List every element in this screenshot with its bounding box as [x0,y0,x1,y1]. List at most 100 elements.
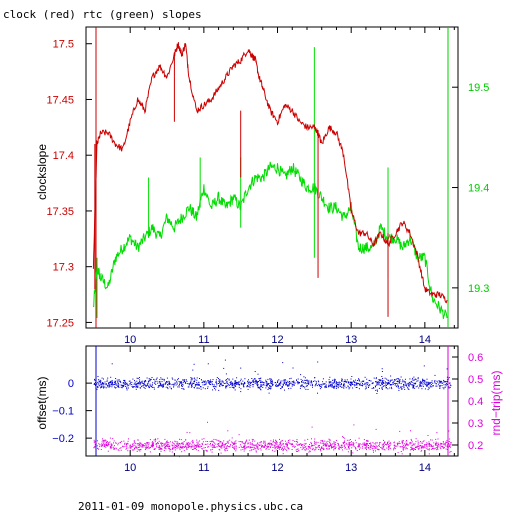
rndtrip-series-point [340,447,342,449]
rndtrip-series-point [406,447,407,449]
offset-series-point [379,381,381,383]
rndtrip-series-point [238,446,240,448]
offset-series-point [311,381,313,383]
offset-series-point [301,381,303,383]
rndtrip-series-point [274,442,276,443]
offset-series-point [270,386,272,387]
rndtrip-series-point [275,446,277,448]
offset-series-point [389,387,391,389]
offset-series-point [344,380,346,382]
offset-series-point [415,382,417,384]
offset-series-point [172,378,174,380]
offset-series-point [190,377,192,379]
rndtrip-series-point [223,444,225,446]
rndtrip-series-point [375,442,377,444]
offset-series-point [181,382,183,384]
rndtrip-series-point [332,446,334,448]
offset-series-point [390,384,391,385]
offset-series-point [147,381,149,383]
rndtrip-series-point [435,444,437,446]
offset-series-point [196,384,197,386]
y2-tick-label: 0.4 [468,396,483,408]
offset-series-point [270,388,272,390]
rndtrip-series-point [326,448,327,450]
offset-series-point [160,385,162,386]
rndtrip-series-point [383,445,385,447]
rndtrip-series-point [214,442,215,444]
rndtrip-series-point [403,444,404,446]
rndtrip-series-point [187,444,189,446]
offset-series-point [271,380,273,382]
offset-series-point [238,383,240,385]
rndtrip-series-point [225,447,227,449]
offset-series-point [443,380,445,382]
offset-series-point [159,381,161,383]
offset-series-point [413,379,415,381]
offset-series-point [270,387,272,389]
rndtrip-series-point [397,452,399,454]
rndtrip-series-point [185,446,187,448]
offset-series-point [214,388,216,389]
rndtrip-series-point [420,442,422,444]
rndtrip-series-point [97,448,99,449]
rndtrip-series-point [376,442,378,444]
rndtrip-series-point [397,442,399,444]
offset-series-point [334,379,336,381]
rndtrip-series-point [272,441,274,443]
rndtrip-series-point [280,440,282,442]
rndtrip-series-point [198,445,200,447]
rndtrip-series-point [261,446,262,448]
offset-series-point [278,384,279,386]
rndtrip-series-point [291,443,293,445]
rndtrip-series-point [147,447,149,449]
rndtrip-series-point [363,442,365,444]
rndtrip-series-point [443,441,444,443]
offset-series-point [191,378,193,380]
offset-series-point [162,384,164,386]
rndtrip-series-point [328,448,330,450]
rndtrip-series-point [111,443,113,445]
offset-series-point [412,387,414,389]
offset-series-point [122,385,124,387]
rndtrip-series-point [128,438,129,440]
rndtrip-series-point [305,443,306,445]
offset-series-point [381,379,383,381]
offset-series-point [233,386,235,388]
rndtrip-series-point [303,443,305,445]
rndtrip-series-point [212,444,214,446]
rndtrip-series-point [107,444,109,446]
offset-series-point [266,384,268,386]
offset-series-point [203,381,205,383]
rndtrip-series-point [387,446,389,448]
offset-series-point [126,388,128,390]
rndtrip-series-point [130,448,132,450]
rndtrip-series-point [133,448,135,450]
offset-series-point [331,382,333,384]
offset-series-point [259,386,261,388]
rndtrip-series-point [281,446,283,448]
rndtrip-series-point [416,445,418,447]
rndtrip-series-point [218,448,220,450]
offset-series-point [252,384,254,386]
rndtrip-series-point [167,445,169,447]
rndtrip-series-point [164,446,166,448]
offset-series-point [293,383,295,385]
offset-series-point [310,384,312,386]
offset-series-point [252,379,254,381]
offset-series-point [350,384,352,386]
rndtrip-series-point [410,442,412,444]
offset-series-point [194,377,196,379]
rndtrip-series-point [189,445,191,447]
rndtrip-series-point [448,446,449,448]
offset-series-point [391,384,393,386]
rndtrip-series-point [348,447,350,448]
y2-tick-label: 19.3 [468,283,489,295]
offset-series-point [427,389,429,391]
offset-series-point [330,384,332,386]
offset-series-point [282,380,284,382]
offset-series-point [143,385,145,387]
rndtrip-series-point [395,445,397,447]
rndtrip-series-point [339,447,341,448]
offset-series-point [275,383,277,385]
rndtrip-series-point [330,445,331,446]
